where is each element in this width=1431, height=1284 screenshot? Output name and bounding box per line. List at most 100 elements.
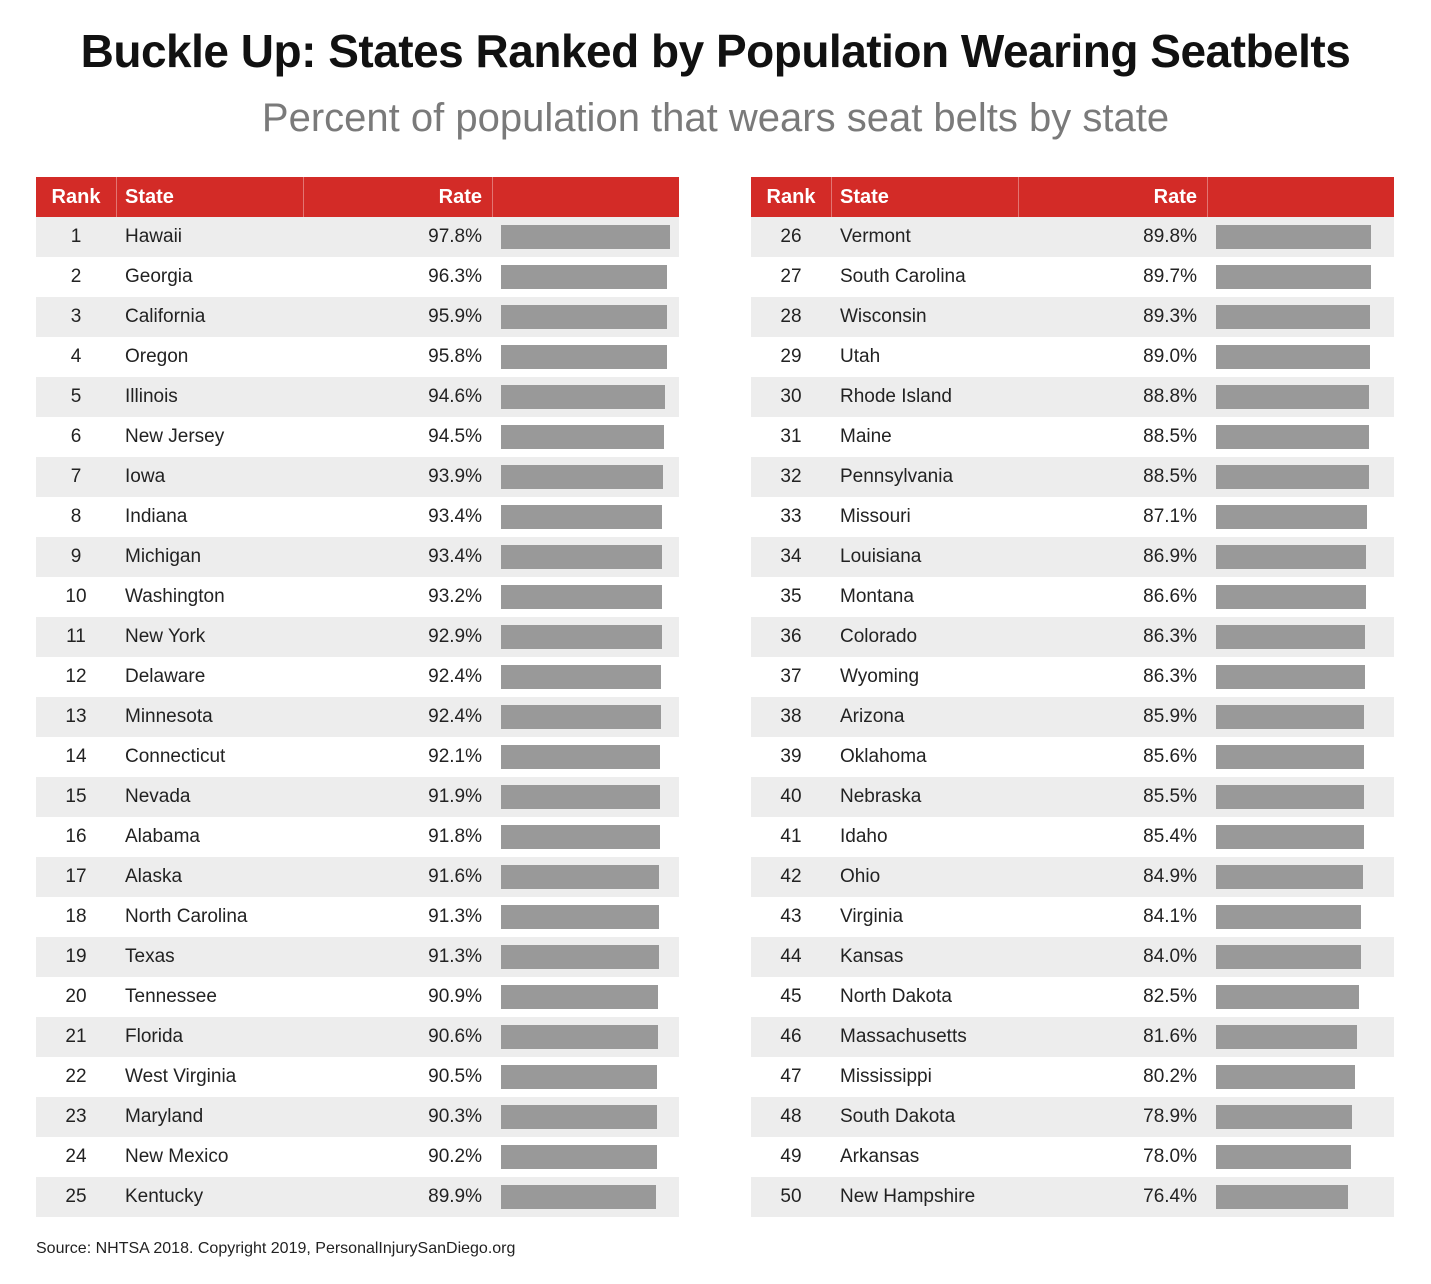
rate-bar <box>1216 585 1366 609</box>
state-cell: North Dakota <box>840 986 952 1007</box>
table-row: 10 Washington 93.2% <box>36 577 679 617</box>
rank-cell: 4 <box>70 346 82 367</box>
state-cell: Illinois <box>125 386 178 407</box>
rank-cell: 17 <box>65 866 87 887</box>
rank-cell: 35 <box>780 586 802 607</box>
table-row: 31 Maine 88.5% <box>751 417 1394 457</box>
rate-cell: 94.5% <box>428 426 482 447</box>
rate-cell: 84.1% <box>1143 906 1197 927</box>
state-cell: Ohio <box>840 866 881 887</box>
rate-cell: 93.4% <box>428 506 482 527</box>
rate-cell: 81.6% <box>1143 1026 1197 1047</box>
table-row: 18 North Carolina 91.3% <box>36 897 679 937</box>
state-cell: Alaska <box>125 866 183 887</box>
rate-bar <box>501 665 661 689</box>
state-cell: North Carolina <box>125 906 248 927</box>
rate-cell: 88.5% <box>1143 466 1197 487</box>
table-row: 15 Nevada 91.9% <box>36 777 679 817</box>
state-cell: Utah <box>840 346 881 367</box>
rate-cell: 92.1% <box>428 746 482 767</box>
table-row: 48 South Dakota 78.9% <box>751 1097 1394 1137</box>
rate-bar <box>501 705 661 729</box>
table-row: 36 Colorado 86.3% <box>751 617 1394 657</box>
rate-cell: 85.6% <box>1143 746 1197 767</box>
rate-cell: 92.4% <box>428 666 482 687</box>
table-row: 33 Missouri 87.1% <box>751 497 1394 537</box>
rate-cell: 86.3% <box>1143 626 1197 647</box>
table-row: 13 Minnesota 92.4% <box>36 697 679 737</box>
rank-cell: 49 <box>780 1146 802 1167</box>
rate-bar <box>501 1105 657 1129</box>
column-divider <box>492 177 493 217</box>
table-row: 43 Virginia 84.1% <box>751 897 1394 937</box>
rate-bar <box>501 745 661 769</box>
rate-cell: 93.2% <box>428 586 482 607</box>
table-row: 44 Kansas 84.0% <box>751 937 1394 977</box>
rate-cell: 95.8% <box>428 346 482 367</box>
rank-cell: 27 <box>780 266 802 287</box>
rate-column-header: Rate <box>1153 186 1197 208</box>
rate-bar <box>501 425 665 449</box>
rank-cell: 44 <box>780 946 802 967</box>
rate-cell: 91.3% <box>428 946 482 967</box>
state-cell: Georgia <box>125 266 193 287</box>
state-cell: South Carolina <box>840 266 966 287</box>
rate-bar <box>1216 1185 1348 1209</box>
rate-cell: 86.6% <box>1143 586 1197 607</box>
table-row: 41 Idaho 85.4% <box>751 817 1394 857</box>
rate-bar <box>501 1185 657 1209</box>
rate-cell: 90.2% <box>428 1146 482 1167</box>
rank-cell: 9 <box>70 546 82 567</box>
rank-cell: 47 <box>780 1066 802 1087</box>
rank-cell: 42 <box>780 866 802 887</box>
table-row: 47 Mississippi 80.2% <box>751 1057 1394 1097</box>
rate-bar <box>1216 745 1364 769</box>
rate-cell: 91.3% <box>428 906 482 927</box>
state-cell: Delaware <box>125 666 206 687</box>
rank-cell: 38 <box>780 706 802 727</box>
rate-bar <box>501 465 664 489</box>
rate-bar <box>501 985 659 1009</box>
state-cell: Tennessee <box>125 986 217 1007</box>
state-cell: South Dakota <box>840 1106 956 1127</box>
table-row: 26 Vermont 89.8% <box>751 217 1394 257</box>
state-cell: Montana <box>840 586 914 607</box>
rate-cell: 94.6% <box>428 386 482 407</box>
rate-bar <box>501 305 667 329</box>
source-note: Source: NHTSA 2018. Copyright 2019, Pers… <box>36 1240 516 1257</box>
table-row: 9 Michigan 93.4% <box>36 537 679 577</box>
table-row: 17 Alaska 91.6% <box>36 857 679 897</box>
rate-cell: 93.4% <box>428 546 482 567</box>
rate-cell: 93.9% <box>428 466 482 487</box>
rank-cell: 46 <box>780 1026 802 1047</box>
rate-bar <box>1216 225 1372 249</box>
rate-cell: 84.9% <box>1143 866 1197 887</box>
rank-cell: 48 <box>780 1106 802 1127</box>
rate-bar <box>501 945 659 969</box>
table-row: 12 Delaware 92.4% <box>36 657 679 697</box>
rank-cell: 1 <box>70 226 82 247</box>
state-cell: New York <box>125 626 206 647</box>
state-cell: Nebraska <box>840 786 922 807</box>
state-cell: Wyoming <box>840 666 920 687</box>
rank-cell: 30 <box>780 386 802 407</box>
rate-bar <box>1216 705 1365 729</box>
table-row: 29 Utah 89.0% <box>751 337 1394 377</box>
rate-cell: 85.4% <box>1143 826 1197 847</box>
rate-cell: 80.2% <box>1143 1066 1197 1087</box>
table-panel-right: Rank State Rate 26 Vermont 89.8% 27 South Ca… <box>751 177 1394 1217</box>
rate-bar <box>501 1065 658 1089</box>
state-cell: Louisiana <box>840 546 922 567</box>
table-row: 6 New Jersey 94.5% <box>36 417 679 457</box>
state-cell: Iowa <box>125 466 166 487</box>
rate-cell: 90.9% <box>428 986 482 1007</box>
rate-bar <box>1216 785 1364 809</box>
rank-cell: 22 <box>65 1066 87 1087</box>
rate-column-header: Rate <box>438 186 482 208</box>
table-header: Rank State Rate <box>751 177 1394 217</box>
rate-bar <box>1216 865 1363 889</box>
table-row: 45 North Dakota 82.5% <box>751 977 1394 1017</box>
rate-cell: 86.3% <box>1143 666 1197 687</box>
table-row: 22 West Virginia 90.5% <box>36 1057 679 1097</box>
rank-cell: 21 <box>65 1026 87 1047</box>
